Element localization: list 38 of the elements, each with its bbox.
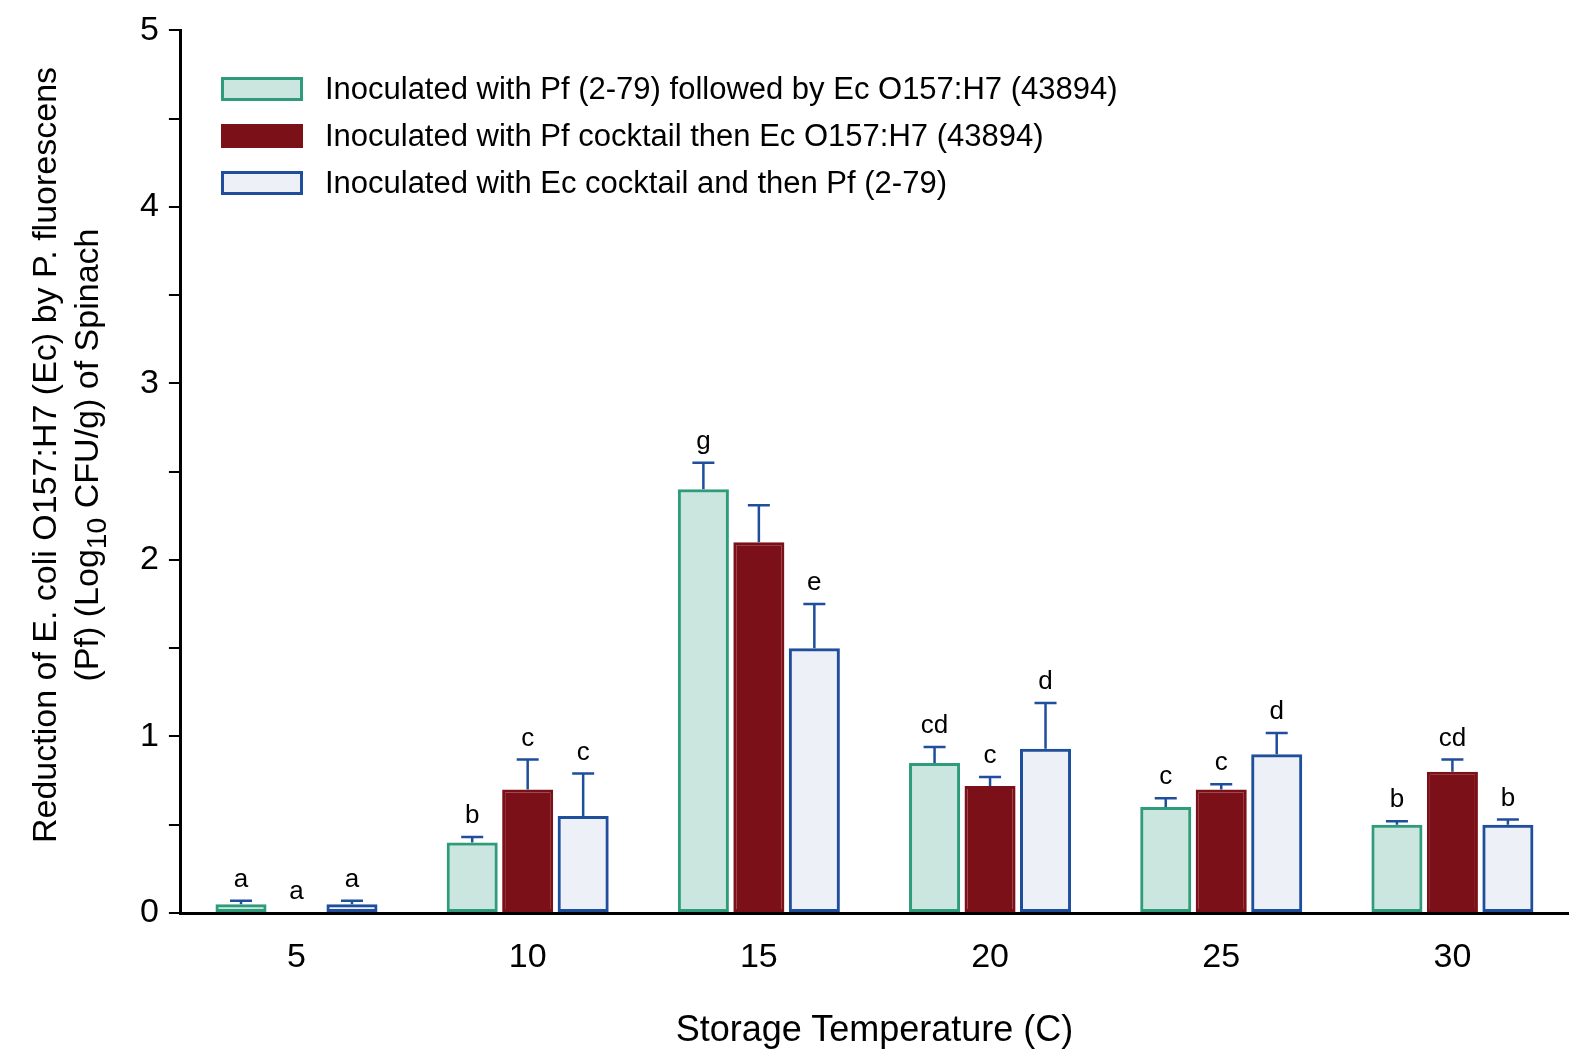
data-label: d	[1038, 665, 1053, 696]
data-label: b	[1500, 781, 1516, 812]
x-tick-label: 25	[1202, 935, 1241, 974]
legend-label: Inoculated with Pf cocktail then Ec O157:H7 (43894)	[324, 117, 1044, 154]
data-label: a	[233, 862, 249, 893]
data-label: b	[464, 799, 480, 830]
data-label: a	[344, 862, 360, 893]
bar	[1140, 807, 1192, 912]
x-tick-label: 15	[739, 935, 778, 974]
data-label: g	[696, 425, 711, 456]
x-tick-label: 30	[1433, 935, 1472, 974]
y-tick-label: 5	[139, 8, 159, 47]
y-tick-label: 2	[139, 538, 159, 577]
data-label: cd	[1438, 721, 1467, 752]
data-label: c	[576, 735, 590, 766]
data-label: c	[521, 721, 535, 752]
bar	[909, 762, 961, 912]
y-tick-label: 1	[139, 714, 159, 753]
bar	[446, 842, 498, 912]
y-tick-label: 3	[139, 361, 159, 400]
bar	[1371, 824, 1423, 912]
data-label: c	[1159, 760, 1173, 791]
x-tick-label: 10	[508, 935, 547, 974]
legend-label: Inoculated with Ec cocktail and then Pf (2-79)	[324, 164, 947, 201]
data-label: cd	[920, 709, 949, 740]
data-label: e	[807, 566, 822, 597]
x-tick-label: 5	[287, 935, 306, 974]
y-tick-label: 0	[139, 891, 159, 930]
data-label: d	[1269, 695, 1284, 726]
data-label: c	[983, 739, 997, 770]
x-axis-title: Storage Temperature (C)	[675, 1008, 1074, 1050]
data-label: c	[1214, 746, 1228, 777]
bar	[677, 489, 729, 912]
data-label: a	[289, 875, 305, 906]
legend-label: Inoculated with Pf (2-79) followed by Ec O157:H7 (43894)	[324, 70, 1118, 107]
x-tick-label: 20	[971, 935, 1009, 974]
y-tick-label: 4	[139, 185, 159, 224]
data-label: b	[1389, 783, 1405, 814]
